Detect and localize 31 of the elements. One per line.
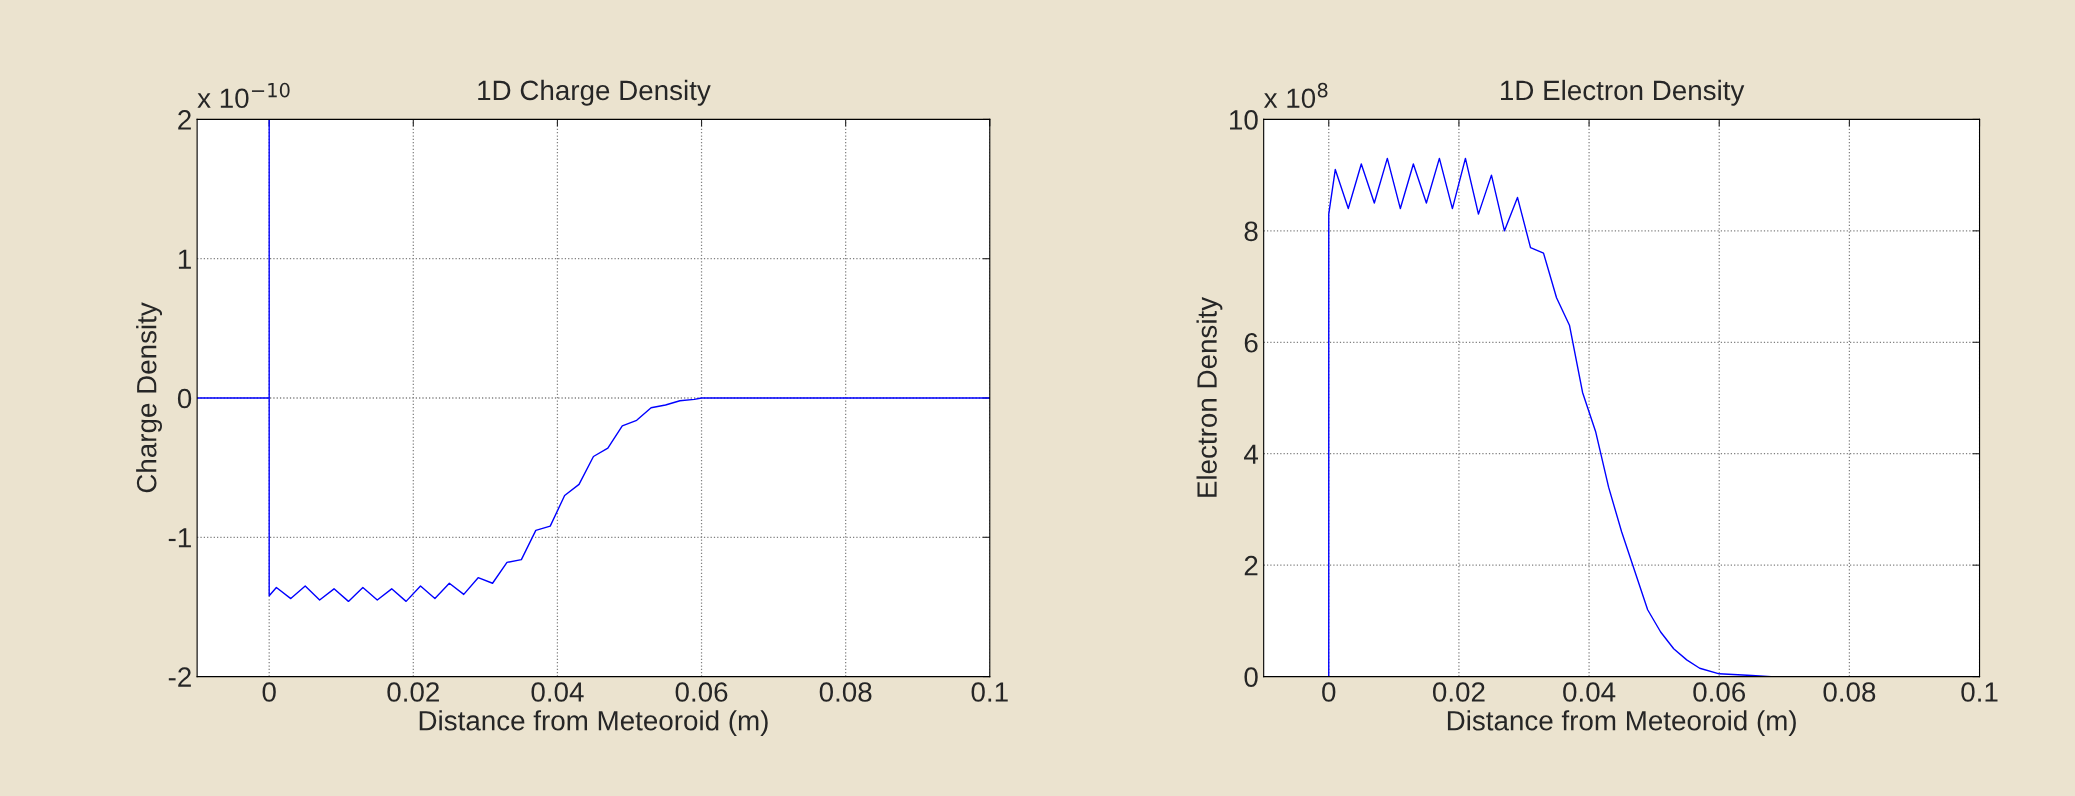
text: x 10$^{−10}$ <box>197 82 290 109</box>
x-tick-label: 0.04 <box>1563 682 1616 702</box>
x-axis-title: Distance from Meteoroid (m) <box>1447 710 1796 737</box>
y-tick-label: 8 <box>1244 221 1258 242</box>
x-tick-label: 0.02 <box>1432 682 1485 702</box>
x-tick-label: 0.1 <box>1961 682 1998 702</box>
chart-title: 1D Electron Density <box>1501 79 1745 106</box>
x-tick-label: 0 <box>1322 682 1336 702</box>
y-tick-label: -2 <box>168 667 191 687</box>
x-tick-label: 0.06 <box>675 682 728 702</box>
y-tick-label: 10 <box>1230 110 1258 130</box>
y-tick-label: 1 <box>178 249 191 269</box>
y-axis-title: Charge Density <box>136 302 163 493</box>
x-axis-title: Distance from Meteoroid (m) <box>419 710 768 737</box>
chart-title: 1D Charge Density <box>478 79 711 106</box>
y-tick-label: 6 <box>1244 332 1258 353</box>
y-tick-label: 4 <box>1244 444 1258 464</box>
x-tick-label: 0.04 <box>531 682 584 702</box>
x-tick-label: 0.1 <box>971 682 1008 702</box>
x-tick-label: 0 <box>262 682 276 702</box>
y-axis-title: Electron Density <box>1196 296 1223 497</box>
x-tick-label: 0.06 <box>1693 682 1746 702</box>
x-tick-label: 0.02 <box>387 682 439 702</box>
y-tick-label: -1 <box>168 528 191 548</box>
text: x 10$^{8}$ <box>1263 82 1328 109</box>
y-tick-label: 0 <box>1244 667 1258 687</box>
y-tick-label: 0 <box>177 388 192 409</box>
y-tick-label: 2 <box>178 110 191 130</box>
x-tick-label: 0.08 <box>819 682 872 702</box>
x-tick-label: 0.08 <box>1823 682 1876 702</box>
y-tick-label: 2 <box>1244 555 1258 576</box>
